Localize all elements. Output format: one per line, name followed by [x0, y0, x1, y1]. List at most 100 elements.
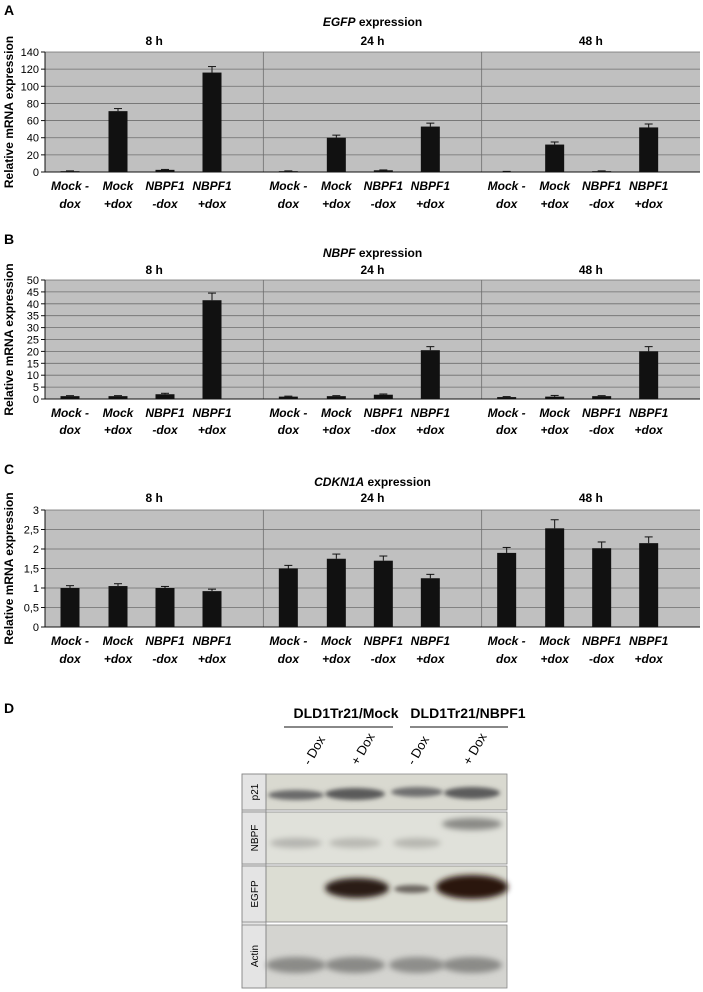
bar [592, 171, 612, 172]
band-nbpf-lane2 [329, 838, 381, 848]
category-label-line2: +dox [322, 423, 352, 437]
blot-row-label-actin: Actin [250, 945, 261, 967]
category-label-line1: Mock [321, 179, 353, 193]
category-label-line1: Mock - [51, 179, 89, 193]
blot-group-nbpf1-label: DLD1Tr21/NBPF1 [410, 705, 525, 721]
chart-cdkn1a-expression: CDKN1A expression 0 0,5 1 1,5 2 2,5 3 Relative m… [2, 475, 700, 666]
y-tick-label: 30 [27, 323, 39, 335]
category-label-line2: +dox [416, 423, 446, 437]
band-p21-lane3 [391, 787, 443, 797]
timepoint-label: 24 h [360, 263, 384, 277]
category-label-line2: +dox [540, 652, 570, 666]
category-label-line1: NBPF1 [145, 634, 185, 648]
y-axis-label: Relative mRNA expression [2, 36, 16, 188]
western-blot: DLD1Tr21/Mock DLD1Tr21/NBPF1 - Dox + Dox… [241, 705, 526, 989]
blot-row-label-p21: p21 [250, 783, 261, 800]
category-label-line1: Mock [103, 179, 135, 193]
band-egfp-lane3 [394, 885, 430, 893]
bar [108, 396, 128, 399]
bar [373, 394, 393, 399]
chart-title: EGFP expression [323, 15, 422, 29]
category-label-line2: +dox [322, 197, 352, 211]
band-nbpf-lane4 [442, 818, 502, 830]
category-label-line1: Mock - [488, 179, 526, 193]
bar [545, 396, 565, 399]
bar [202, 72, 222, 172]
y-tick-label: 45 [27, 287, 39, 299]
category-label-line1: NBPF1 [629, 179, 669, 193]
bar [373, 560, 393, 627]
category-label-line2: +dox [540, 423, 570, 437]
category-label-line2: +dox [104, 197, 134, 211]
timepoint-label: 48 h [579, 491, 603, 505]
category-label-line1: NBPF1 [364, 179, 404, 193]
category-label-line1: NBPF1 [629, 634, 669, 648]
category-label-line1: Mock - [269, 179, 307, 193]
category-label-line2: dox [496, 197, 519, 211]
category-label-line1: NBPF1 [411, 406, 451, 420]
lane-label-mock-minus: - Dox [300, 733, 329, 768]
lane-label-mock-plus: + Dox [348, 730, 378, 768]
category-label-line1: NBPF1 [192, 179, 232, 193]
band-actin-lane2 [325, 957, 385, 973]
category-label-line2: +dox [322, 652, 352, 666]
category-label-line1: NBPF1 [192, 634, 232, 648]
category-label-line1: NBPF1 [582, 406, 622, 420]
band-actin-lane4 [442, 957, 502, 973]
bar [202, 591, 222, 627]
bar [278, 396, 298, 399]
timepoint-label: 24 h [360, 34, 384, 48]
category-label-line2: +dox [634, 423, 664, 437]
category-label-line1: NBPF1 [411, 634, 451, 648]
y-tick-label: 80 [27, 98, 39, 110]
bar [326, 396, 346, 399]
y-tick-label: 0 [33, 394, 39, 406]
bar [155, 169, 175, 172]
chart-egfp-expression: EGFP expression 0 20 40 60 80 100 120 140 Relativ… [2, 15, 700, 211]
category-label-line2: +dox [104, 652, 134, 666]
category-label-line2: dox [59, 652, 82, 666]
timepoint-label: 8 h [145, 34, 162, 48]
bar [592, 548, 612, 627]
bar [202, 300, 222, 399]
category-label-line2: dox [278, 652, 301, 666]
category-label-line2: +dox [416, 197, 446, 211]
category-label-line1: Mock - [488, 634, 526, 648]
category-label-line1: NBPF1 [145, 179, 185, 193]
bar [639, 351, 659, 399]
category-label-line2: +dox [198, 652, 228, 666]
category-label-line2: -dox [589, 423, 616, 437]
y-tick-label: 40 [27, 299, 39, 311]
chart-title-gene: EGFP [323, 15, 357, 29]
bar [108, 111, 128, 172]
y-tick-label: 1,5 [24, 564, 39, 576]
panel-letter-c: C [4, 461, 14, 477]
category-label-line1: Mock - [488, 406, 526, 420]
category-label-line2: +dox [104, 423, 134, 437]
bar [420, 350, 440, 399]
category-label-line1: Mock [103, 634, 135, 648]
category-label-line1: NBPF1 [192, 406, 232, 420]
band-egfp-lane2 [325, 878, 389, 898]
category-label-line1: NBPF1 [364, 406, 404, 420]
bar [155, 394, 175, 399]
y-tick-label: 1 [33, 583, 39, 595]
chart-title-rest: expression [364, 475, 431, 489]
lane-label-nbpf1-minus: - Dox [404, 733, 433, 768]
bar [497, 552, 517, 627]
bar [545, 528, 565, 627]
category-label-line1: NBPF1 [411, 179, 451, 193]
category-label-line2: -dox [371, 197, 398, 211]
band-egfp-lane4 [436, 875, 508, 899]
y-tick-label: 50 [27, 275, 39, 287]
chart-title-rest: expression [355, 15, 422, 29]
bar [420, 578, 440, 627]
panel-letter-a: A [4, 2, 14, 18]
band-p21-lane2 [325, 788, 385, 800]
y-tick-label: 20 [27, 346, 39, 358]
bar [497, 171, 517, 173]
category-label-line2: dox [496, 423, 519, 437]
y-tick-label: 40 [27, 133, 39, 145]
category-label-line2: +dox [634, 197, 664, 211]
